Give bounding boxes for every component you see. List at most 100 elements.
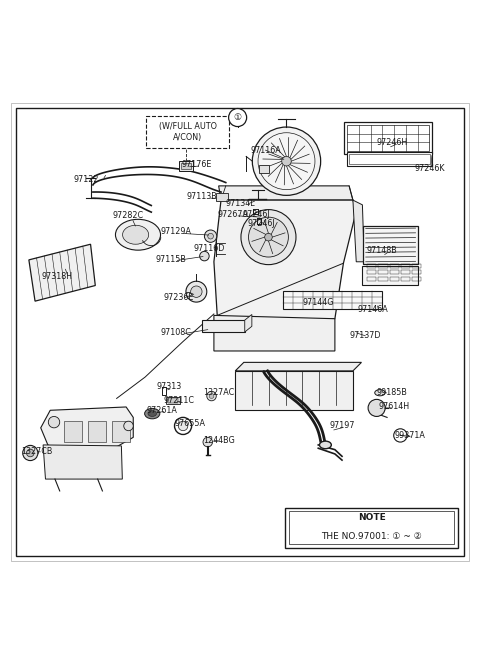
Text: 97236E: 97236E (163, 293, 193, 302)
Text: 97282C: 97282C (113, 211, 144, 220)
Text: 97197: 97197 (329, 422, 355, 430)
Text: 97176E: 97176E (181, 161, 212, 169)
Text: 97267A: 97267A (217, 210, 248, 219)
Ellipse shape (122, 225, 149, 244)
Polygon shape (245, 315, 252, 332)
Circle shape (204, 230, 217, 242)
Circle shape (124, 421, 133, 431)
Text: 97113B: 97113B (187, 193, 217, 201)
Bar (112, 421, 130, 442)
Text: 97134L: 97134L (225, 199, 255, 208)
Text: 97116A: 97116A (251, 146, 281, 155)
Ellipse shape (144, 408, 160, 419)
Bar (259, 165, 269, 173)
Bar (146, 116, 229, 148)
Text: 1327AC: 1327AC (203, 388, 234, 397)
Circle shape (179, 421, 188, 431)
Circle shape (252, 127, 321, 195)
Bar (367, 270, 376, 274)
Polygon shape (43, 445, 122, 479)
Text: 99371A: 99371A (395, 431, 425, 440)
Bar (390, 270, 399, 274)
Ellipse shape (148, 411, 156, 416)
Circle shape (208, 233, 214, 239)
Circle shape (26, 449, 34, 457)
Bar (216, 193, 228, 201)
Bar (347, 125, 429, 151)
Ellipse shape (320, 441, 331, 449)
Circle shape (209, 394, 214, 398)
Polygon shape (214, 200, 356, 328)
Bar (401, 264, 410, 268)
Polygon shape (29, 244, 96, 301)
Bar (285, 507, 458, 548)
Bar (347, 151, 432, 166)
Text: NOTE: NOTE (358, 513, 385, 523)
Polygon shape (353, 200, 364, 262)
Bar (378, 277, 388, 281)
Ellipse shape (375, 390, 385, 396)
Text: 97246H: 97246H (376, 137, 408, 147)
Bar (289, 511, 455, 544)
Bar (390, 264, 399, 268)
Polygon shape (235, 371, 353, 410)
Text: 97261A: 97261A (146, 406, 177, 415)
Text: 97318H: 97318H (42, 272, 73, 280)
Bar (88, 421, 106, 442)
Bar (367, 277, 376, 281)
Polygon shape (219, 186, 353, 200)
Circle shape (228, 108, 247, 127)
Text: 97129A: 97129A (160, 227, 192, 236)
Bar (378, 264, 388, 268)
Text: 97116D: 97116D (193, 244, 225, 254)
Circle shape (200, 252, 209, 261)
Circle shape (48, 416, 60, 428)
Bar (179, 161, 192, 171)
Text: 97108C: 97108C (160, 329, 192, 337)
Circle shape (249, 217, 288, 257)
Bar (378, 270, 388, 274)
Circle shape (203, 438, 213, 447)
Polygon shape (214, 315, 335, 351)
Bar (363, 226, 418, 264)
Text: 97614H: 97614H (379, 402, 410, 412)
Bar (412, 270, 421, 274)
Bar (283, 291, 383, 309)
Text: A/CON): A/CON) (173, 133, 202, 142)
Text: 97137D: 97137D (350, 331, 382, 340)
Text: 1327CB: 1327CB (21, 447, 53, 456)
Circle shape (241, 210, 296, 265)
Text: ①: ① (234, 113, 242, 122)
Text: 97655A: 97655A (175, 418, 206, 428)
Text: 97246K: 97246K (415, 164, 445, 173)
Ellipse shape (116, 219, 160, 250)
Bar (367, 264, 376, 268)
Polygon shape (235, 363, 361, 371)
Text: 97115B: 97115B (156, 256, 187, 264)
Bar (362, 266, 419, 285)
Bar (349, 153, 430, 164)
Text: 97144G: 97144G (302, 298, 334, 307)
Bar (401, 270, 410, 274)
Bar (401, 277, 410, 281)
Bar (181, 163, 191, 169)
Text: 97246J: 97246J (248, 219, 275, 228)
Text: 97313: 97313 (156, 382, 181, 391)
Text: 99185B: 99185B (376, 388, 407, 397)
Text: 97122: 97122 (73, 175, 98, 184)
Circle shape (368, 399, 385, 416)
Text: (W/FULL AUTO: (W/FULL AUTO (158, 122, 216, 131)
Text: 97146A: 97146A (358, 305, 388, 313)
Polygon shape (41, 407, 133, 451)
Circle shape (191, 286, 202, 297)
Bar (64, 421, 83, 442)
Text: 97246J: 97246J (243, 210, 270, 219)
Circle shape (186, 282, 207, 302)
Circle shape (282, 157, 291, 166)
Circle shape (264, 233, 272, 241)
Text: 1244BG: 1244BG (203, 436, 235, 445)
Bar (168, 398, 179, 402)
Text: 97148B: 97148B (367, 246, 398, 255)
Bar (202, 320, 245, 332)
Text: THE NO.97001: ① ~ ②: THE NO.97001: ① ~ ② (321, 531, 422, 540)
